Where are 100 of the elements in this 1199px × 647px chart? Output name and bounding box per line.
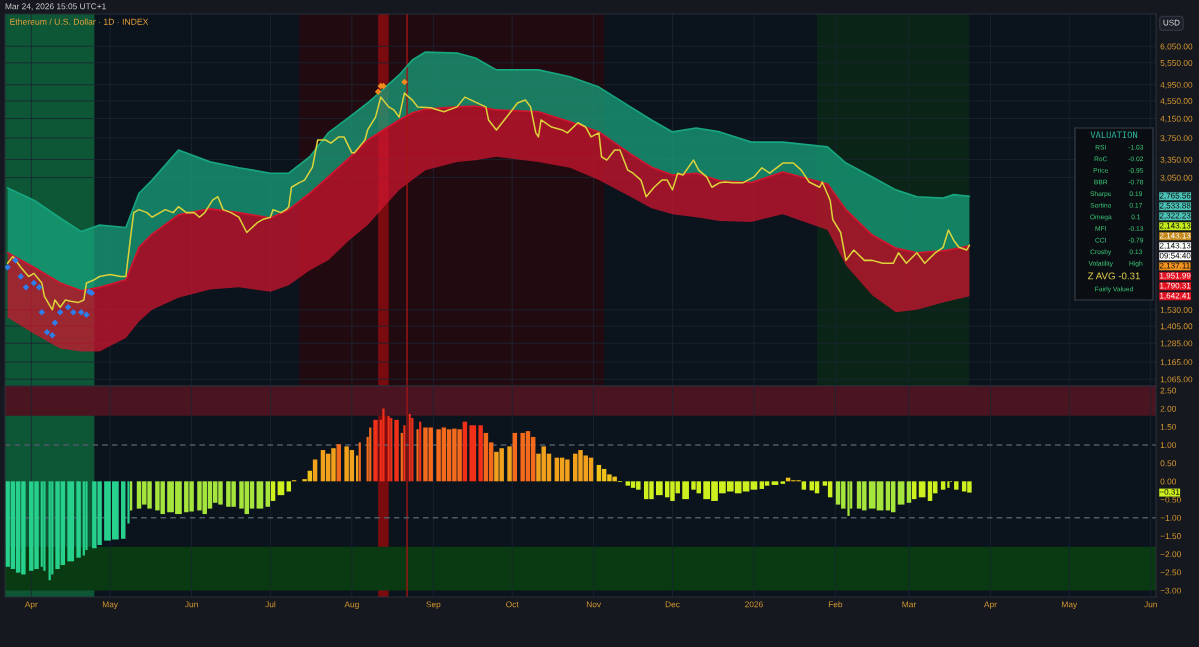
x-tick-label: Apr bbox=[983, 601, 997, 609]
bar bbox=[358, 442, 361, 482]
y-tick-label: 1,165.00 bbox=[1160, 359, 1193, 367]
y-tick-label: −3.00 bbox=[1160, 587, 1181, 594]
bar bbox=[394, 419, 399, 482]
y-tick-label: 3,050.00 bbox=[1160, 174, 1193, 182]
chart-title: Ethereum / U.S. Dollar · 1D · INDEX bbox=[10, 18, 149, 25]
x-tick-label: Apr bbox=[24, 601, 38, 609]
bar bbox=[759, 481, 765, 489]
y-tick-label: 2.50 bbox=[1160, 387, 1177, 394]
text: 1,790.31 bbox=[1160, 282, 1191, 290]
bar bbox=[356, 455, 359, 482]
text: 2,143.13 bbox=[1159, 242, 1191, 250]
bar bbox=[625, 481, 631, 486]
y-tick-label: 4,550.00 bbox=[1160, 98, 1193, 105]
bar bbox=[507, 446, 512, 482]
text: 1,951.99 bbox=[1160, 272, 1191, 280]
point bbox=[38, 309, 46, 316]
point bbox=[64, 304, 72, 311]
point bbox=[77, 309, 85, 316]
bar bbox=[801, 481, 807, 490]
bar bbox=[40, 481, 43, 567]
bar bbox=[369, 427, 372, 482]
x-tick-label: Dec bbox=[665, 601, 680, 608]
bar bbox=[373, 419, 378, 482]
x-tick-label: Oct bbox=[506, 601, 519, 608]
text: 1,642.41 bbox=[1160, 292, 1191, 300]
x-tick-label: Feb bbox=[828, 601, 843, 608]
bar bbox=[764, 481, 770, 486]
text: 2,765.56 bbox=[1159, 192, 1191, 200]
bar bbox=[906, 481, 912, 503]
x-tick-label: Jul bbox=[265, 601, 276, 608]
y-tick-label: 1,285.00 bbox=[1160, 340, 1193, 348]
bar bbox=[127, 481, 130, 524]
bar bbox=[286, 481, 292, 492]
y-tick-label: 5,550.00 bbox=[1160, 60, 1193, 67]
x-tick-label: Mar bbox=[902, 601, 917, 608]
y-tick-label: 1,530.00 bbox=[1160, 306, 1193, 314]
x-tick-label: Sep bbox=[426, 601, 441, 609]
bar bbox=[682, 481, 689, 500]
bar bbox=[954, 481, 959, 490]
bar bbox=[403, 425, 406, 482]
point bbox=[70, 309, 77, 316]
bar bbox=[780, 481, 786, 484]
y-tick-label: 1,405.00 bbox=[1160, 323, 1193, 331]
x-tick-label: Aug bbox=[344, 601, 359, 609]
y-tick-label: 1.00 bbox=[1160, 442, 1177, 449]
y-tick-label: 3,750.00 bbox=[1160, 135, 1193, 143]
x-tick-label: May bbox=[102, 601, 118, 609]
y-tick-label: 2.00 bbox=[1160, 405, 1177, 412]
bar bbox=[270, 481, 276, 501]
point bbox=[35, 284, 43, 291]
y-tick-label: 4,950.00 bbox=[1160, 81, 1193, 89]
point bbox=[49, 331, 56, 339]
chart-subtitle: Mar 24, 2026 15:05 UTC+1 bbox=[5, 3, 106, 11]
y-tick-label: −1.50 bbox=[1160, 533, 1181, 539]
text: 09:54:40 bbox=[1159, 252, 1191, 259]
text: 2,143.13 bbox=[1159, 232, 1191, 240]
point bbox=[5, 264, 11, 271]
point bbox=[51, 319, 59, 326]
bar bbox=[940, 481, 946, 490]
point bbox=[17, 273, 25, 280]
x-tick-label: Nov bbox=[586, 601, 602, 608]
bar bbox=[82, 481, 85, 556]
bar bbox=[312, 459, 318, 482]
point bbox=[12, 257, 19, 264]
bar bbox=[10, 481, 16, 569]
x-tick-label: Jun bbox=[1144, 601, 1157, 608]
y-tick-label: 1,065.00 bbox=[1160, 376, 1193, 384]
y-tick-label: 6,050.00 bbox=[1160, 43, 1193, 51]
x-tick-label: Jun bbox=[184, 601, 198, 608]
text: −0.31 bbox=[1159, 489, 1180, 495]
y-tick-label: 1.50 bbox=[1160, 423, 1177, 430]
bar bbox=[890, 481, 896, 513]
x-tick-label: 2026 bbox=[745, 601, 763, 608]
text: 2,137.11 bbox=[1159, 262, 1190, 270]
bar bbox=[947, 481, 950, 488]
text: 2,533.88 bbox=[1159, 202, 1191, 210]
bar bbox=[76, 481, 81, 558]
bar bbox=[382, 408, 385, 482]
bar bbox=[48, 481, 51, 581]
bar bbox=[121, 481, 126, 539]
y-axis-title: USD bbox=[1163, 19, 1180, 26]
y-tick-label: 3,350.00 bbox=[1160, 156, 1193, 164]
bar bbox=[416, 429, 419, 482]
bar bbox=[912, 481, 917, 500]
y-tick-label: −0.50 bbox=[1160, 496, 1181, 503]
y-tick-label: −2.00 bbox=[1160, 551, 1181, 558]
text: 2,143.13 bbox=[1159, 222, 1191, 230]
point bbox=[374, 88, 382, 96]
bar bbox=[265, 481, 271, 507]
bar bbox=[478, 425, 483, 482]
point bbox=[56, 309, 64, 316]
y-tick-label: 0.00 bbox=[1160, 478, 1177, 485]
y-tick-label: 4,150.00 bbox=[1160, 115, 1193, 123]
y-tick-label: 0.50 bbox=[1160, 460, 1177, 467]
bar bbox=[927, 481, 933, 501]
text: 2,322.23 bbox=[1159, 212, 1191, 220]
x-tick-label: May bbox=[1062, 601, 1078, 609]
point bbox=[30, 279, 38, 287]
